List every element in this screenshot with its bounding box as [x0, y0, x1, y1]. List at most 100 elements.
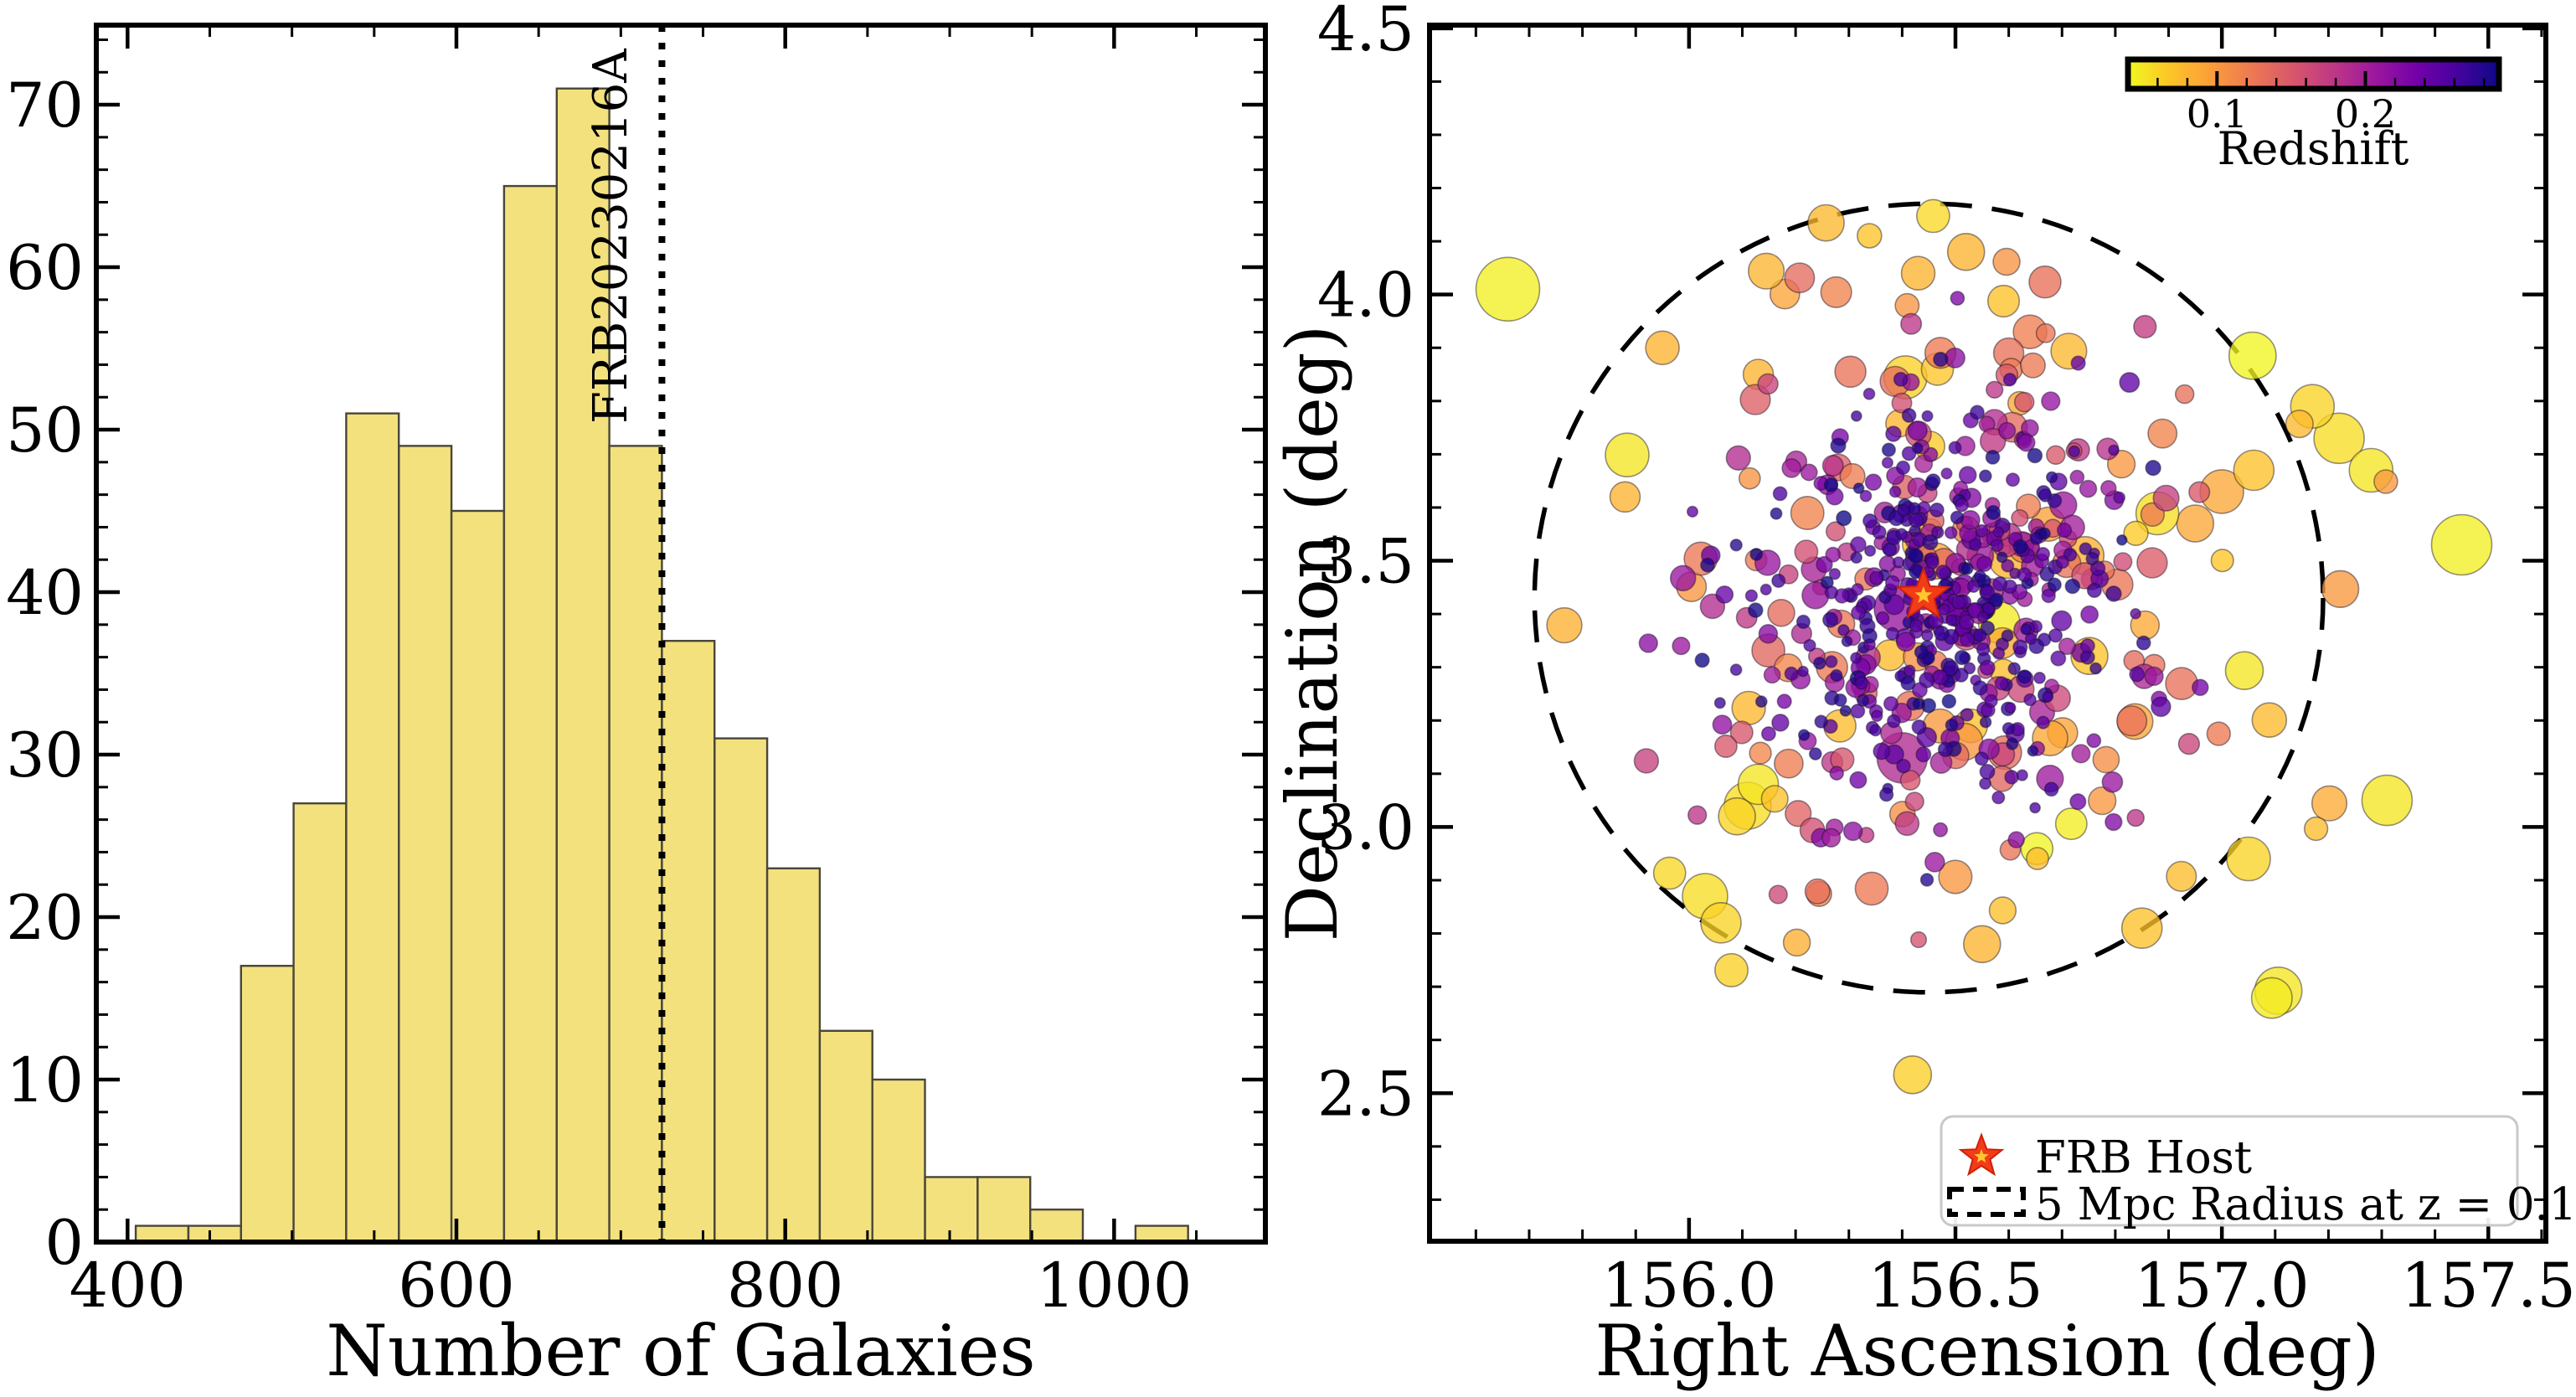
galaxy-point	[1929, 503, 1945, 518]
galaxy-point	[2042, 691, 2054, 703]
galaxy-point	[1951, 595, 1966, 610]
galaxy-point	[1969, 538, 1982, 552]
galaxy-point	[1932, 669, 1949, 686]
galaxy-point	[2050, 650, 2067, 667]
galaxy-point	[1992, 247, 2021, 276]
histogram-bar	[240, 964, 295, 1244]
galaxy-point	[1857, 223, 1883, 249]
galaxy-point	[2226, 836, 2271, 882]
legend-box	[1940, 1115, 2519, 1227]
galaxy-point	[2056, 555, 2070, 570]
galaxy-point	[1970, 405, 1985, 420]
histogram-bar	[345, 412, 400, 1244]
galaxy-point	[1790, 495, 1825, 530]
galaxy-point	[1992, 647, 2006, 660]
histogram-bar	[976, 1176, 1032, 1244]
galaxy-point	[1862, 387, 1876, 400]
galaxy-point	[1948, 441, 1962, 455]
galaxy-point	[1807, 204, 1845, 242]
galaxy-point	[1888, 485, 1902, 498]
galaxy-point	[1900, 312, 1923, 335]
galaxy-point	[2007, 662, 2021, 676]
galaxy-point	[1836, 510, 1852, 527]
galaxy-point	[2321, 570, 2360, 608]
galaxy-point	[1935, 564, 1951, 580]
galaxy-point	[1972, 680, 1988, 696]
galaxy-point	[2145, 459, 2161, 477]
histogram-bar	[450, 509, 506, 1244]
galaxy-point	[1990, 539, 2004, 553]
galaxy-point	[1768, 884, 1788, 905]
galaxy-point	[1980, 621, 1996, 636]
galaxy-point	[2210, 549, 2234, 573]
histogram-bar	[924, 1176, 979, 1244]
galaxy-point	[2089, 662, 2102, 675]
galaxy-point	[1638, 633, 1659, 653]
galaxy-point	[1901, 446, 1917, 461]
galaxy-point	[2373, 469, 2398, 494]
galaxy-point	[2192, 678, 2209, 697]
galaxy-point	[2430, 513, 2493, 576]
galaxy-point	[2085, 551, 2099, 566]
galaxy-point	[1994, 676, 2009, 691]
legend-label-5mpc-radius: 5 Mpc Radius at z = 0.1	[2035, 1179, 2576, 1230]
galaxy-point	[2113, 552, 2133, 572]
galaxy-point	[1980, 584, 1996, 601]
galaxy-point	[2151, 696, 2172, 718]
galaxy-point	[1605, 432, 1650, 478]
y-tick-label: 50	[6, 395, 84, 467]
galaxy-point	[1851, 605, 1867, 621]
colorbar-tick-label: 0.1	[2187, 91, 2248, 137]
galaxy-point	[2101, 771, 2124, 793]
galaxy-point	[1870, 709, 1883, 723]
legend-label-frb-host: FRB Host	[2035, 1132, 2252, 1183]
galaxy-point	[1633, 748, 1660, 774]
galaxy-point	[1986, 284, 2021, 318]
galaxy-point	[2119, 372, 2141, 394]
galaxy-point	[1896, 758, 1911, 774]
galaxy-point	[1782, 928, 1811, 957]
galaxy-point	[1813, 657, 1826, 670]
galaxy-point	[2027, 745, 2039, 757]
galaxy-group-yellow-foreground	[1605, 198, 2303, 1095]
galaxy-point	[1899, 770, 1921, 791]
galaxy-point	[1950, 510, 1965, 525]
galaxy-point	[1850, 551, 1862, 564]
histogram-bar	[1028, 1208, 1084, 1244]
galaxy-point	[1808, 747, 1822, 760]
galaxy-point	[1893, 1055, 1933, 1095]
galaxy-point	[1912, 697, 1925, 710]
galaxy-point	[1946, 232, 1986, 271]
galaxy-point	[2020, 352, 2047, 379]
galaxy-point	[2250, 977, 2293, 1019]
galaxy-point	[1991, 791, 2006, 805]
galaxy-point	[1729, 720, 1754, 745]
galaxy-point	[2041, 588, 2056, 604]
x-tick-label: 156.0	[1601, 1250, 1776, 1322]
galaxy-point	[1834, 355, 1867, 389]
galaxy-point	[1795, 614, 1811, 630]
scatter-x-axis-title: Right Ascension (deg)	[1595, 1310, 2379, 1392]
galaxy-point	[1897, 503, 1910, 517]
galaxy-point	[1901, 408, 1917, 423]
galaxy-point	[2088, 786, 2117, 816]
x-tick-label: 157.0	[2135, 1250, 2310, 1322]
galaxy-point	[1940, 467, 1953, 480]
galaxy-point	[2070, 355, 2086, 371]
y-tick-label: 2.5	[1317, 1059, 1414, 1130]
galaxy-point	[2108, 444, 2120, 456]
histogram-bar	[555, 87, 611, 1244]
galaxy-point	[1881, 456, 1893, 469]
galaxy-point	[2043, 781, 2059, 797]
galaxy-point	[1850, 704, 1866, 719]
galaxy-point	[1907, 477, 1928, 498]
galaxy-point	[2033, 672, 2046, 684]
galaxy-point	[2176, 504, 2215, 543]
y-tick-label: 70	[6, 70, 84, 142]
galaxy-point	[1715, 585, 1734, 604]
galaxy-point	[1938, 859, 1973, 894]
galaxy-point	[2071, 744, 2091, 764]
galaxy-point	[1945, 718, 1959, 732]
galaxy-point	[1992, 576, 2008, 592]
galaxy-point	[1797, 665, 1809, 678]
